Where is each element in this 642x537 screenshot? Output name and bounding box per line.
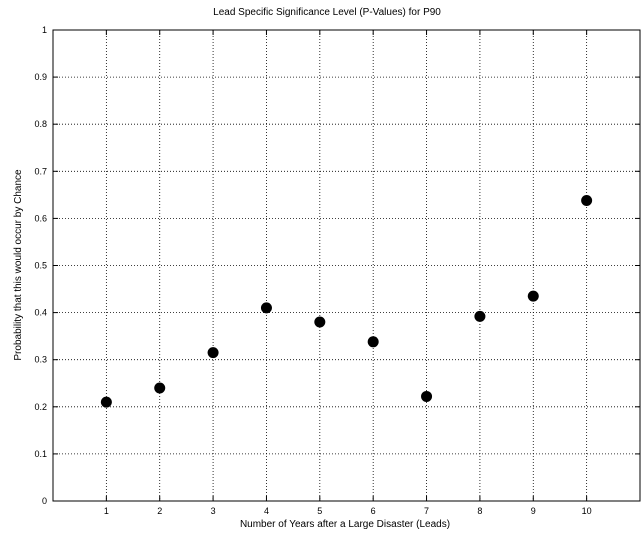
- x-tick-label: 5: [317, 506, 322, 516]
- y-tick-label: 0.2: [34, 402, 47, 412]
- chart-title: Lead Specific Significance Level (P-Valu…: [213, 7, 441, 18]
- y-tick-label: 0.9: [34, 72, 47, 82]
- y-tick-label: 0.3: [34, 355, 47, 365]
- y-tick-label: 1: [42, 25, 47, 35]
- x-tick-label: 9: [531, 506, 536, 516]
- y-axis-label: Probability that this would occur by Cha…: [13, 169, 24, 361]
- data-point: [314, 316, 326, 328]
- x-axis-label: Number of Years after a Large Disaster (…: [240, 519, 450, 530]
- x-tick-label: 3: [211, 506, 216, 516]
- x-tick-label: 8: [477, 506, 482, 516]
- data-point: [207, 347, 219, 359]
- x-tick-label: 1: [104, 506, 109, 516]
- y-tick-label: 0.6: [34, 213, 47, 223]
- data-point: [527, 290, 539, 302]
- data-point: [421, 390, 433, 402]
- grid-lines: [53, 29, 640, 502]
- y-tick-label: 0.5: [34, 261, 47, 271]
- data-points: [100, 195, 593, 408]
- x-tick-label: 7: [424, 506, 429, 516]
- data-point: [581, 195, 593, 207]
- data-point: [367, 336, 379, 348]
- y-tick-label: 0: [42, 496, 47, 506]
- data-point: [474, 310, 486, 322]
- y-tick-label: 0.1: [34, 449, 47, 459]
- y-tick-label: 0.4: [34, 308, 47, 318]
- x-tick-label: 2: [157, 506, 162, 516]
- x-tick-label: 10: [582, 506, 592, 516]
- data-point: [100, 396, 112, 408]
- x-tick-label: 4: [264, 506, 269, 516]
- x-tick-label: 6: [371, 506, 376, 516]
- data-point: [260, 302, 272, 314]
- data-point: [154, 382, 166, 394]
- axis-ticks: 1 2 3 4 5 6 7 8 9 10 0 0.1 0.2 0.3 0.4 0.5 0.6 0.7 0.8 0.9 1: [34, 25, 640, 516]
- y-tick-label: 0.8: [34, 119, 47, 129]
- y-tick-label: 0.7: [34, 166, 47, 176]
